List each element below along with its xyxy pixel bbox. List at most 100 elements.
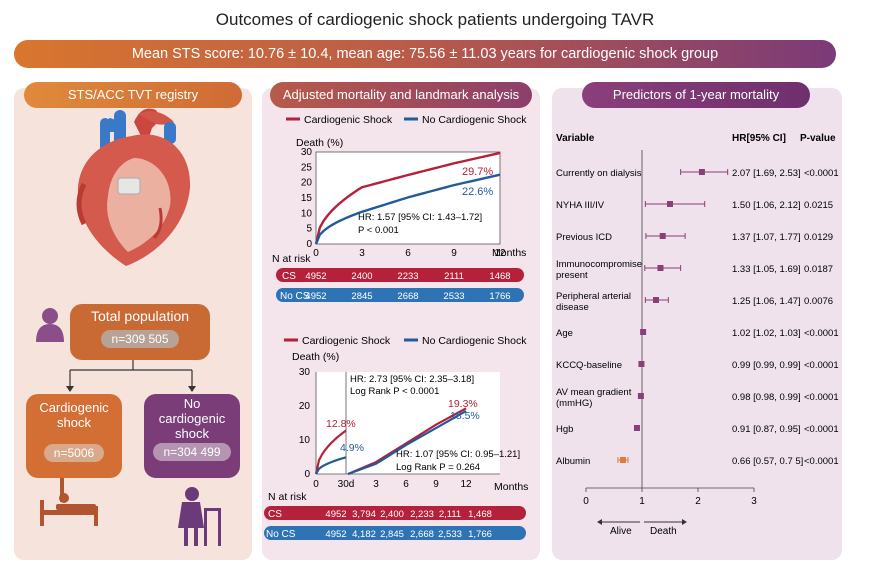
forest-hr: 0.98 [0.98, 0.99] bbox=[732, 392, 801, 403]
c1-xtick: 3 bbox=[359, 248, 365, 259]
legend-nocs-2: No Cardiogenic Shock bbox=[422, 335, 527, 347]
c2-xtick: 30d bbox=[338, 479, 355, 490]
forest-p: 0.0129 bbox=[804, 232, 833, 243]
forest-axis: 0 1 2 3 bbox=[583, 487, 757, 507]
forest-hr: 1.02 [1.02, 1.03] bbox=[732, 328, 801, 339]
forest-variable: Immunocompromise bbox=[556, 259, 642, 270]
c1-risk-cs: 1468 bbox=[489, 271, 510, 282]
c2-hr1: HR: 2.73 [95% CI: 2.35–3.18] bbox=[350, 374, 474, 385]
no-cardiogenic-shock-box: No cardiogenic shock n=304 499 bbox=[144, 394, 240, 478]
c1-risk-cs: 4952 bbox=[305, 271, 326, 282]
risk-label-1: N at risk bbox=[272, 253, 311, 265]
forest-p: <0.0001 bbox=[804, 360, 839, 371]
c2-xtick: 9 bbox=[433, 479, 439, 490]
forest-p: <0.0001 bbox=[804, 456, 839, 467]
forest-point bbox=[640, 329, 647, 335]
forest-hr: 0.91 [0.87, 0.95] bbox=[732, 424, 801, 435]
forest-variable: disease bbox=[556, 302, 589, 313]
forest-variable: Age bbox=[556, 328, 573, 339]
forest-variable: Previous ICD bbox=[556, 232, 612, 243]
risk-label-2: N at risk bbox=[268, 491, 307, 503]
nocs-label-line3: shock bbox=[175, 426, 209, 441]
c2-ytick: 20 bbox=[299, 401, 311, 412]
c1-risk-cs: 2233 bbox=[397, 271, 418, 282]
alive-label: Alive bbox=[610, 526, 632, 537]
forest-xtick: 3 bbox=[751, 496, 757, 507]
c1-ytick: 0 bbox=[306, 239, 312, 250]
c1-ytick: 20 bbox=[301, 178, 313, 189]
c1-xtick: 12 bbox=[494, 248, 506, 259]
c2-pre-cs bbox=[314, 429, 347, 475]
c1-ytick: 30 bbox=[301, 147, 313, 158]
c1-xtick: 0 bbox=[313, 248, 319, 259]
c1-end-nocs: 22.6% bbox=[462, 186, 493, 198]
forest-variable: present bbox=[556, 270, 588, 281]
c2-30d-nocs: 4.9% bbox=[340, 442, 364, 454]
c2-end-nocs: 18.5% bbox=[450, 410, 480, 422]
col-p: P-value bbox=[800, 133, 836, 144]
chart2-risk-table: 4952 3,794 2,400 2,233 2,111 1,468 4952 4,182 2,… bbox=[325, 509, 491, 540]
death-label-1: Death (%) bbox=[296, 137, 343, 149]
forest-hr: 1.25 [1.06, 1.47] bbox=[732, 296, 801, 307]
col-variable: Variable bbox=[556, 133, 595, 144]
forest-xtick: 1 bbox=[639, 496, 645, 507]
chart2-lines bbox=[314, 407, 467, 476]
forest-p: 0.0215 bbox=[804, 200, 833, 211]
c1-risk-cs: 2400 bbox=[351, 271, 372, 282]
c1-risk-nocs: 2668 bbox=[397, 291, 418, 302]
forest-point bbox=[657, 265, 664, 271]
c1-risk-nocs: 4952 bbox=[305, 291, 326, 302]
c2-xtick: 12 bbox=[460, 479, 472, 490]
c1-ytick: 5 bbox=[306, 224, 312, 235]
forest-rows: Currently on dialysis 2.07 [1.69, 2.53] <0… bbox=[556, 150, 839, 488]
forest-point bbox=[659, 233, 666, 239]
cardiogenic-shock-box: Cardiogenic shock n=5006 bbox=[26, 394, 122, 478]
chart1-axes: 0 5 10 15 20 25 30 0 3 6 9 12 bbox=[301, 147, 506, 259]
forest-hr: 0.66 [0.57, 0.7 5] bbox=[732, 456, 803, 467]
forest-hr: 1.37 [1.07, 1.77] bbox=[732, 232, 801, 243]
c2-risk-nocs: 4952 bbox=[325, 529, 346, 540]
forest-p: <0.0001 bbox=[804, 328, 839, 339]
legend-cs-1: Cardiogenic Shock bbox=[304, 114, 393, 126]
c2-30d-cs: 12.8% bbox=[326, 418, 356, 430]
predictors-title: Predictors of 1-year mortality bbox=[582, 82, 810, 108]
forest-variable: (mmHG) bbox=[556, 398, 592, 409]
registry-title: STS/ACC TVT registry bbox=[24, 82, 242, 108]
forest-hr: 0.99 [0.99, 0.99] bbox=[732, 360, 801, 371]
c2-post-nocs bbox=[347, 410, 467, 476]
forest-variable: KCCQ-baseline bbox=[556, 360, 622, 371]
c1-hr: HR: 1.57 [95% CI: 1.43–1.72] bbox=[358, 212, 482, 223]
c2-xtick: 3 bbox=[373, 479, 379, 490]
c2-risk-nocs: 2,668 bbox=[410, 529, 434, 540]
c2-risk-cs: 2,111 bbox=[439, 509, 461, 520]
forest-p: <0.0001 bbox=[804, 424, 839, 435]
forest-p: <0.0001 bbox=[804, 168, 839, 179]
c2-ytick: 10 bbox=[299, 435, 311, 446]
c1-p: P < 0.001 bbox=[358, 225, 399, 236]
c2-ytick: 0 bbox=[304, 469, 310, 480]
c1-risk-nocs: 2533 bbox=[443, 291, 464, 302]
c1-xtick: 9 bbox=[451, 248, 457, 259]
forest-variable: AV mean gradient bbox=[556, 387, 632, 398]
c2-risk-cs: 3,794 bbox=[352, 509, 376, 520]
c1-nocs-row-label: No CS bbox=[280, 291, 310, 302]
c2-risk-nocs: 1,766 bbox=[468, 529, 492, 540]
heart-icon bbox=[76, 108, 191, 266]
elderly-person-icon bbox=[178, 487, 221, 546]
c2-months: Months bbox=[494, 481, 528, 493]
nocs-label-line2: cardiogenic bbox=[158, 411, 226, 426]
c2-xtick: 6 bbox=[403, 479, 409, 490]
forest-point bbox=[633, 425, 640, 431]
legend-nocs-1: No Cardiogenic Shock bbox=[422, 114, 527, 126]
c1-ytick: 15 bbox=[301, 193, 313, 204]
forest-point bbox=[637, 393, 644, 399]
forest-plot: Variable HR[95% CI] P-value Currently on… bbox=[556, 133, 839, 537]
forest-hr: 1.33 [1.05, 1.69] bbox=[732, 264, 801, 275]
cs-label-line2: shock bbox=[57, 415, 91, 430]
registry-graphics bbox=[36, 108, 221, 546]
mortality-charts: Cardiogenic Shock No Cardiogenic Shock D… bbox=[264, 114, 528, 540]
person-icon bbox=[36, 308, 64, 342]
c2-risk-nocs: 2,533 bbox=[438, 529, 462, 540]
c1-risk-nocs: 2845 bbox=[351, 291, 372, 302]
summary-banner: Mean STS score: 10.76 ± 10.4, mean age: … bbox=[14, 40, 836, 68]
